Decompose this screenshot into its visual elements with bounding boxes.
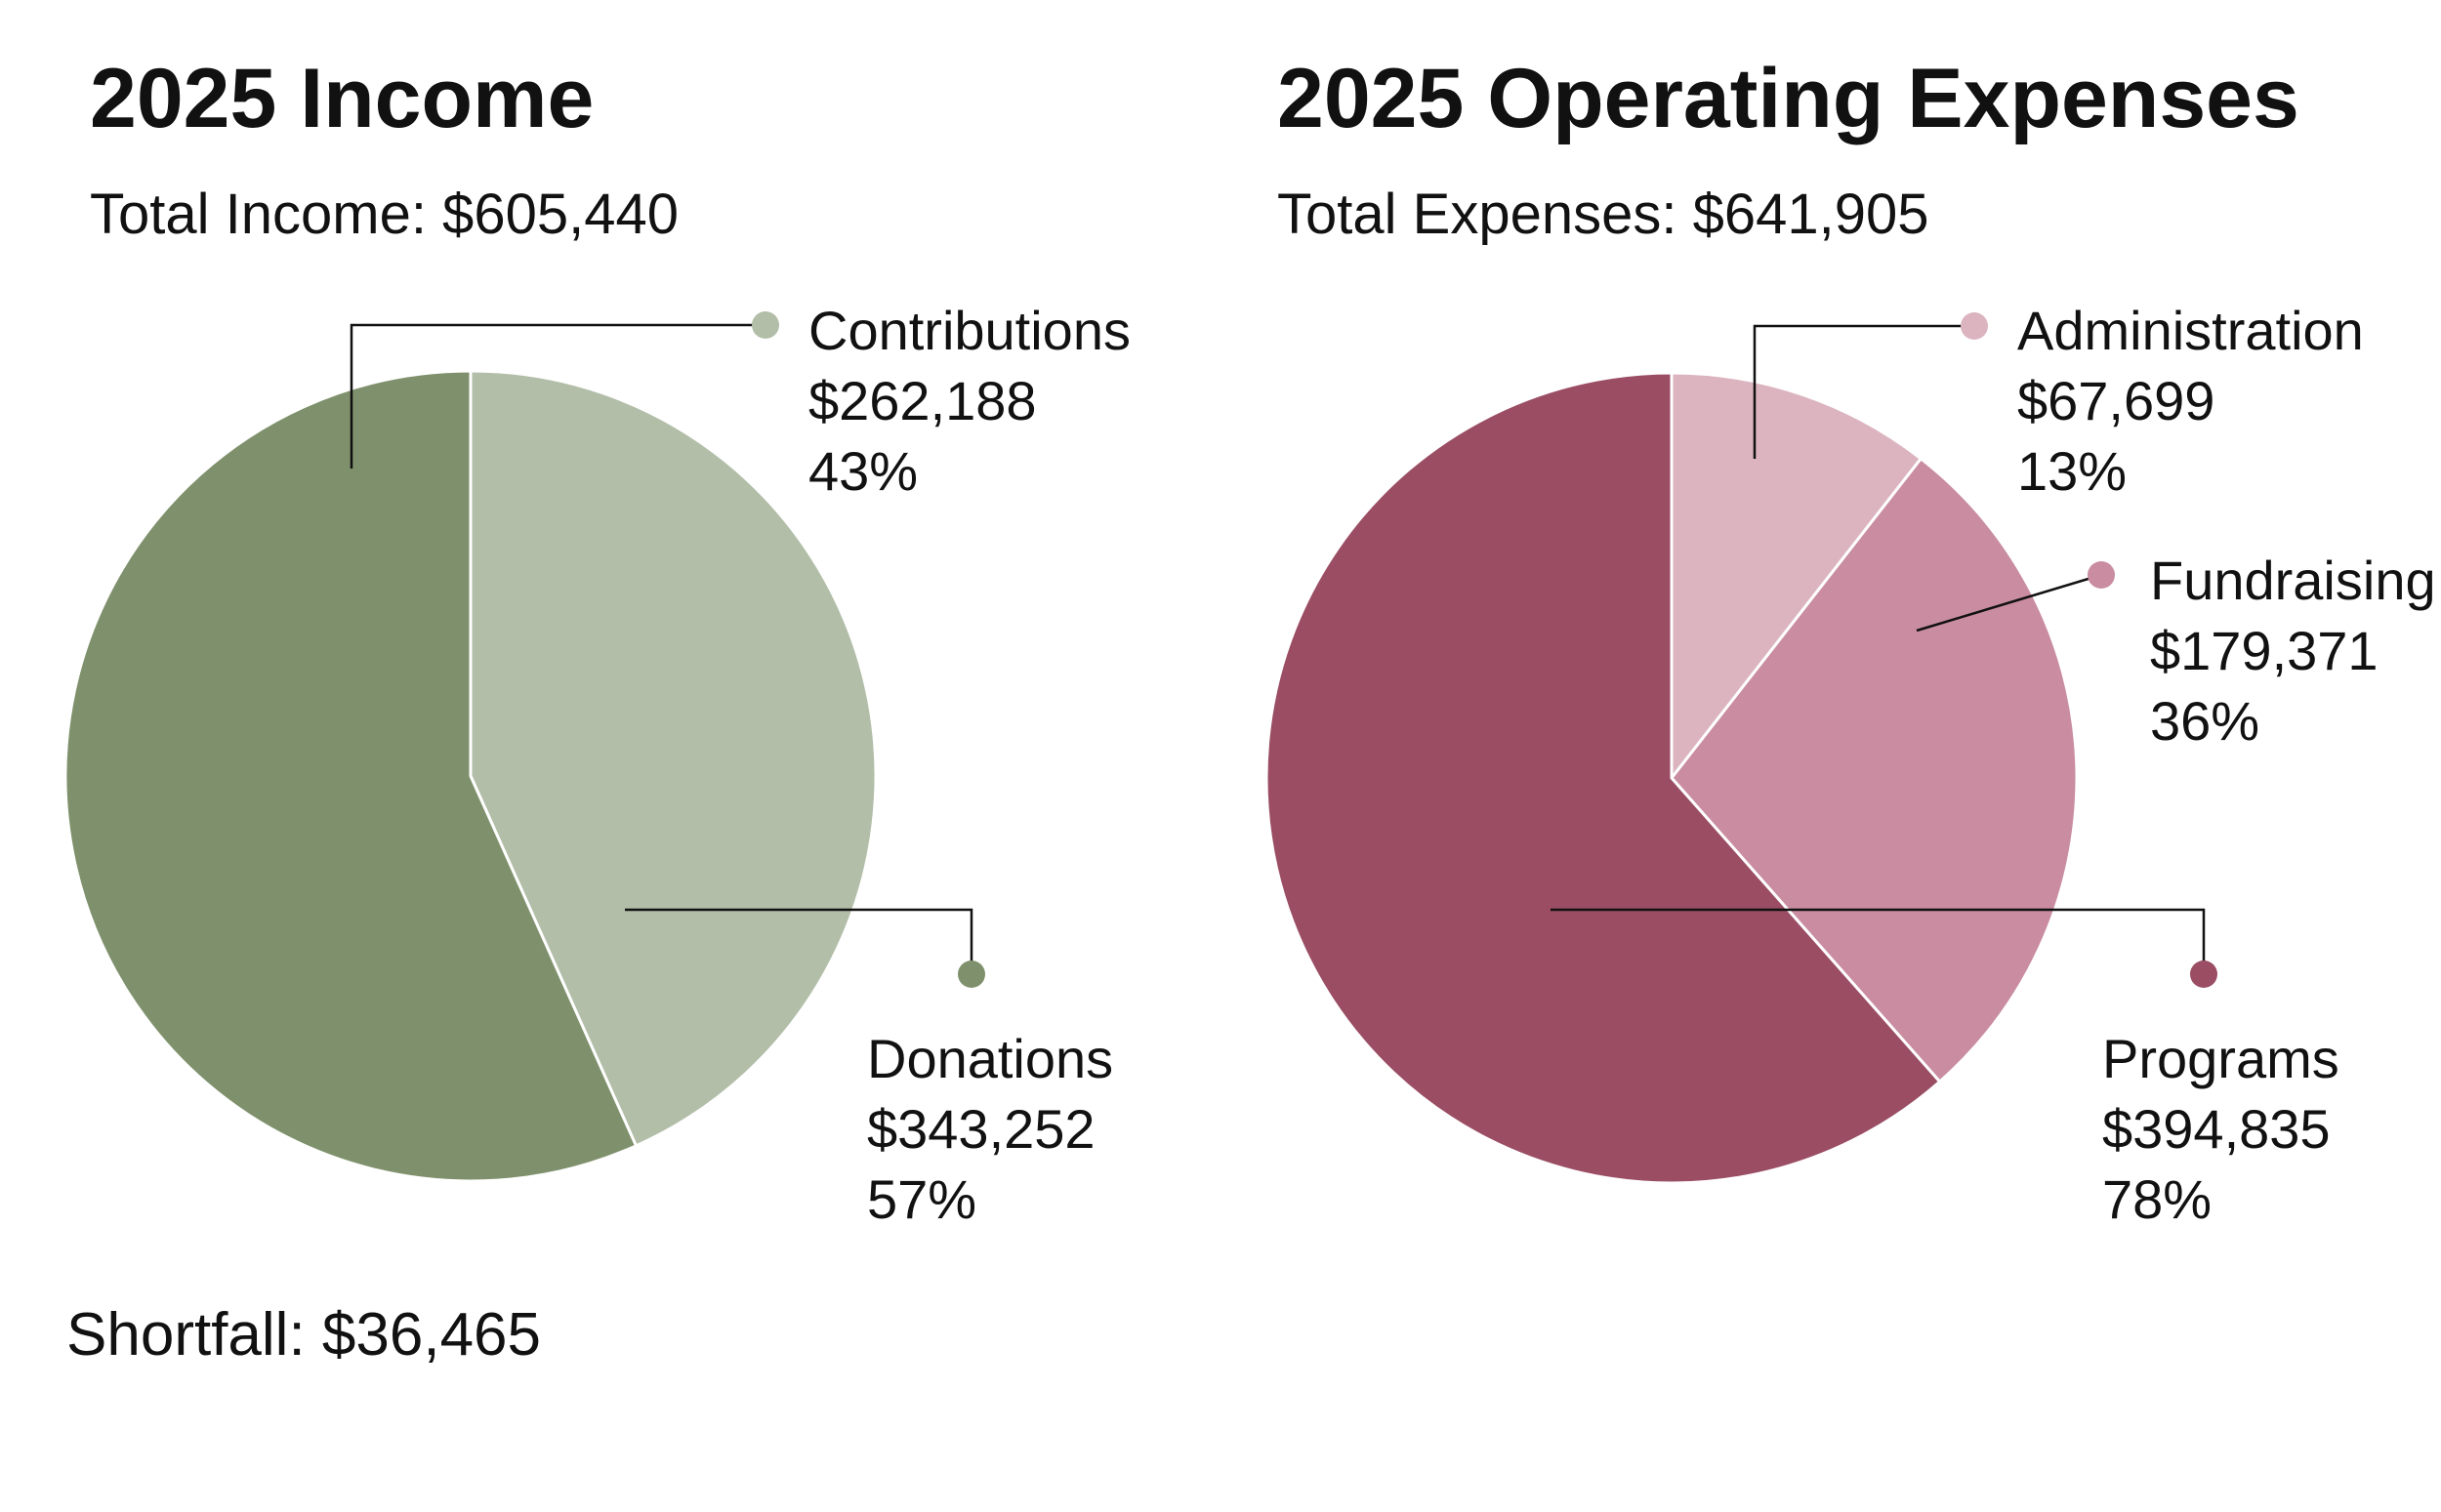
- donations-percent: 57%: [867, 1168, 976, 1230]
- administration-percent: 13%: [2017, 440, 2127, 502]
- fundraising-percent: 36%: [2150, 690, 2259, 752]
- programs-label: Programs: [2102, 1028, 2339, 1089]
- fundraising-label: Fundraising: [2150, 550, 2436, 611]
- shortfall-label: Shortfall: $36,465: [66, 1301, 542, 1369]
- pie-slice-fundraising: [1670, 456, 2079, 1084]
- pie-slice-donations: [63, 369, 639, 1183]
- administration-legend-dot: [1961, 312, 1988, 340]
- fundraising-amount: $179,371: [2150, 620, 2379, 681]
- fundraising-legend-dot: [2088, 561, 2115, 589]
- contributions-label: Contributions: [808, 300, 1131, 361]
- expenses-chart-title: 2025 Operating Expenses: [1277, 52, 2299, 145]
- income-pie: [63, 369, 878, 1183]
- administration-label: Administration: [2017, 300, 2364, 361]
- expenses-pie: [1264, 371, 2079, 1185]
- contributions-percent: 43%: [808, 440, 918, 502]
- income-chart-title: 2025 Income: [90, 52, 595, 145]
- contributions-leader-line: [350, 323, 765, 469]
- programs-legend-dot: [2190, 960, 2217, 988]
- administration-amount: $67,699: [2017, 370, 2214, 431]
- programs-amount: $394,835: [2102, 1098, 2331, 1160]
- pie-slice-contributions: [469, 369, 878, 1148]
- administration-leader-line: [1753, 324, 1974, 459]
- income-total-label: Total Income: $605,440: [90, 183, 679, 246]
- donations-amount: $343,252: [867, 1098, 1096, 1160]
- fundraising-leader-line: [1916, 573, 2102, 633]
- contributions-amount: $262,188: [808, 370, 1037, 431]
- pie-slice-programs: [1264, 371, 1942, 1185]
- donations-legend-dot: [958, 960, 985, 988]
- contributions-legend-dot: [752, 311, 779, 339]
- pie-slice-administration: [1670, 371, 1924, 783]
- programs-leader-line: [1551, 908, 2206, 974]
- programs-percent: 78%: [2102, 1168, 2212, 1230]
- donations-label: Donations: [867, 1028, 1113, 1089]
- donations-leader-line: [625, 908, 973, 974]
- expenses-total-label: Total Expenses: $641,905: [1277, 183, 1929, 246]
